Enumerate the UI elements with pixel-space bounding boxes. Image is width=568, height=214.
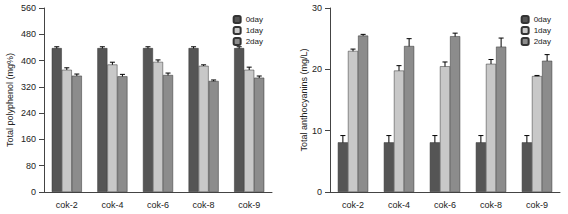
svg-text:2day: 2day	[246, 37, 263, 46]
svg-text:480: 480	[21, 29, 36, 39]
svg-text:1day: 1day	[246, 26, 263, 35]
svg-text:cok-4: cok-4	[388, 200, 410, 210]
svg-text:0: 0	[317, 187, 322, 197]
svg-text:0day: 0day	[246, 15, 263, 24]
svg-text:240: 240	[21, 108, 36, 118]
svg-text:cok-2: cok-2	[56, 200, 78, 210]
svg-text:160: 160	[21, 134, 36, 144]
svg-text:30: 30	[312, 3, 322, 13]
svg-text:cok-6: cok-6	[147, 200, 169, 210]
svg-text:cok-8: cok-8	[480, 200, 502, 210]
svg-text:Total anthocyanins (mg/L): Total anthocyanins (mg/L)	[299, 48, 309, 151]
svg-text:0: 0	[31, 187, 36, 197]
svg-text:cok-2: cok-2	[342, 200, 364, 210]
svg-text:0day: 0day	[534, 15, 551, 24]
svg-text:cok-8: cok-8	[193, 200, 215, 210]
svg-text:320: 320	[21, 82, 36, 92]
svg-text:560: 560	[21, 3, 36, 13]
svg-text:cok-6: cok-6	[434, 200, 456, 210]
svg-text:10: 10	[312, 126, 322, 136]
svg-text:20: 20	[312, 64, 322, 74]
svg-text:cok-9: cok-9	[526, 200, 548, 210]
svg-text:cok-4: cok-4	[101, 200, 123, 210]
svg-text:cok-9: cok-9	[238, 200, 260, 210]
svg-text:80: 80	[26, 161, 36, 171]
svg-text:1day: 1day	[534, 26, 551, 35]
svg-text:2day: 2day	[534, 37, 551, 46]
svg-text:Total polyphenol (mg%): Total polyphenol (mg%)	[5, 53, 15, 147]
svg-text:400: 400	[21, 56, 36, 66]
